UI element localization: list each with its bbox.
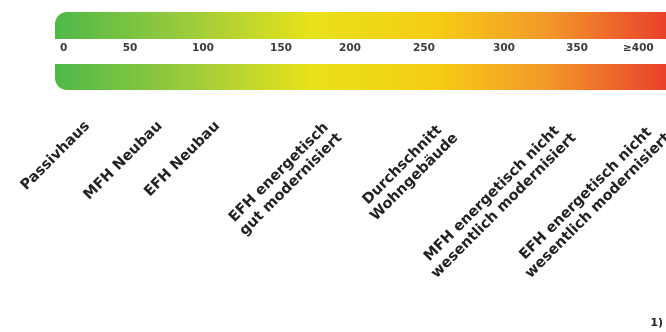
category-label-line: Passivhaus bbox=[17, 118, 94, 194]
tick-label: ≥400 bbox=[623, 42, 654, 54]
tick-label: 350 bbox=[566, 42, 588, 54]
tick-label: 300 bbox=[493, 42, 515, 54]
category-label: Passivhaus bbox=[18, 118, 94, 194]
category-label: Durchschnitt Wohngebäude bbox=[355, 118, 462, 225]
tick-label: 50 bbox=[122, 42, 138, 54]
tick-label: 100 bbox=[192, 42, 214, 54]
category-label-line: gut modernisiert bbox=[236, 130, 346, 239]
tick-label: 0 bbox=[60, 42, 68, 54]
tick-label: 250 bbox=[413, 42, 435, 54]
category-label: EFH energetisch gut modernisiert bbox=[224, 118, 346, 240]
tick-label: 200 bbox=[339, 42, 361, 54]
energy-scale-bar bbox=[55, 12, 666, 90]
category-label-line: EFH energetisch bbox=[225, 119, 332, 226]
color-band-top bbox=[55, 12, 666, 39]
tick-strip bbox=[55, 39, 666, 64]
tick-label: 150 bbox=[270, 42, 292, 54]
footnote: 1) bbox=[650, 316, 663, 329]
color-band-bottom bbox=[55, 64, 666, 90]
